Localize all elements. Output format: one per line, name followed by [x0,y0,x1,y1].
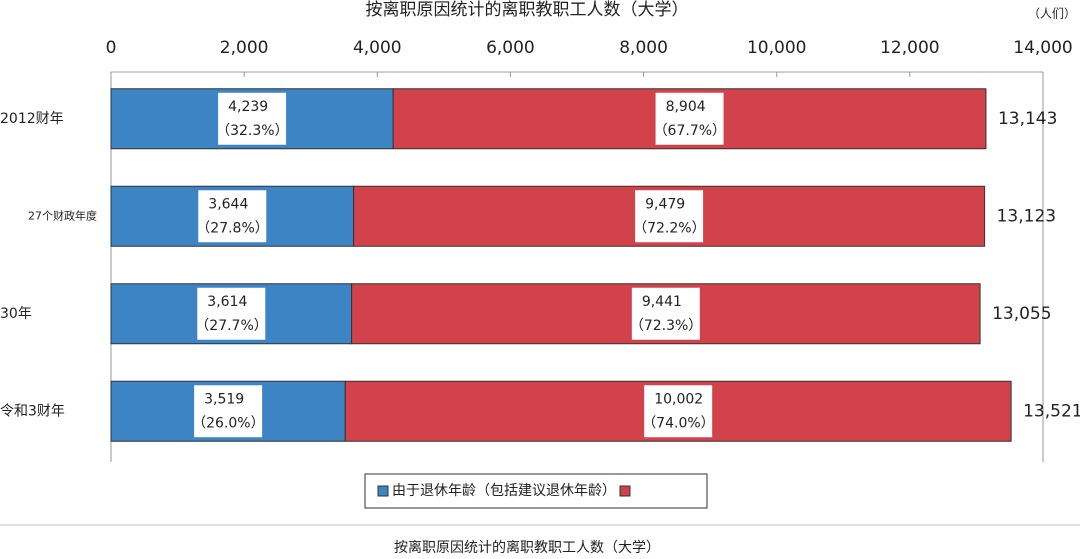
value-label: 3,644 [208,196,248,212]
share-label: （27.8%） [196,220,268,236]
total-label: 13,143 [998,109,1057,129]
value-label-box [631,287,700,340]
x-tick-label: 10,000 [747,38,806,58]
x-tick-label: 6,000 [486,38,535,58]
total-label: 13,521 [1023,401,1080,421]
legend-label: 由于退休年龄（包括建议退休年龄） [392,483,616,499]
value-label-box [644,385,713,438]
x-tick-label: 12,000 [880,38,939,58]
share-label: （27.7%） [195,318,267,334]
share-label: （72.2%） [633,220,705,236]
x-tick-label: 0 [106,38,117,58]
x-tick-label: 14,000 [1013,38,1072,58]
unit-label: （人们） [1028,6,1076,21]
value-label-box [655,92,724,145]
total-label: 13,055 [992,304,1051,324]
y-tick-label: 令和3财年 [0,403,65,419]
y-tick-label: 30年 [0,306,32,322]
y-tick-label: 27个财政年度 [28,208,97,222]
legend-swatch [377,485,389,497]
share-label: （26.0%） [192,415,264,431]
value-label: 9,441 [642,294,682,310]
value-label: 9,479 [645,196,685,212]
value-label: 3,614 [207,294,247,310]
value-label: 3,519 [204,391,244,407]
value-label: 4,239 [228,99,268,115]
x-tick-label: 2,000 [220,38,269,58]
legend-box [364,473,708,509]
share-label: （72.3%） [630,318,702,334]
share-label: （74.0%） [642,415,714,431]
chart-title: 按离职原因统计的离职教职工人数（大学） [366,0,689,20]
value-label: 8,904 [666,99,706,115]
x-tick-label: 4,000 [353,38,402,58]
value-label-box [198,190,267,243]
caption: 按离职原因统计的离职教职工人数（大学） [394,539,660,556]
y-tick-label: 2012财年 [0,111,64,127]
value-label-box [635,190,704,243]
value-label-box [218,92,287,145]
value-label: 10,002 [654,391,703,407]
legend-swatch [619,485,631,497]
value-label-box [194,385,263,438]
share-label: （67.7%） [654,123,726,139]
x-tick-label: 8,000 [619,38,668,58]
value-label-box [197,287,266,340]
total-label: 13,123 [997,206,1056,226]
share-label: （32.3%） [216,123,288,139]
